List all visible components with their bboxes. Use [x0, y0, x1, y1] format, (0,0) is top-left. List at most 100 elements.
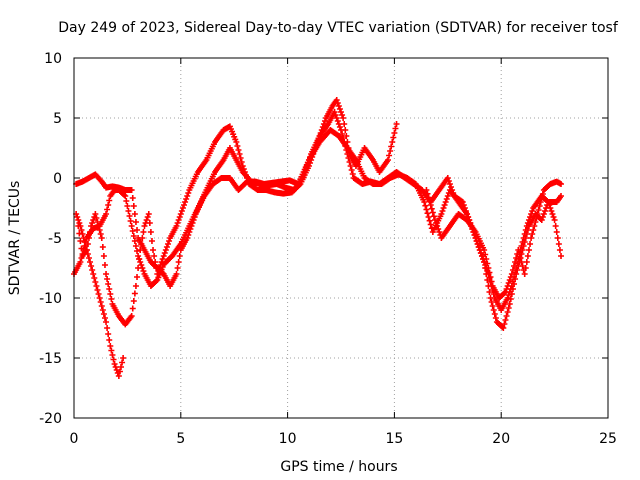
data-point [336, 124, 343, 130]
data-point [440, 205, 447, 211]
data-point [338, 109, 344, 115]
data-point [77, 238, 84, 244]
data-point [120, 355, 127, 361]
data-point [552, 223, 559, 229]
data-point [107, 343, 114, 349]
data-point [502, 317, 509, 323]
data-point [126, 213, 133, 219]
data-point [558, 181, 565, 187]
data-point [503, 286, 510, 292]
data-point [173, 271, 180, 277]
data-point [488, 299, 495, 305]
data-point [491, 311, 498, 317]
data-point [179, 205, 186, 211]
data-point [446, 181, 453, 187]
data-point [108, 347, 115, 354]
data-point [485, 265, 492, 271]
data-point [388, 143, 395, 150]
data-point [524, 253, 531, 259]
data-point [237, 155, 244, 161]
data-point [387, 148, 394, 154]
data-point [431, 217, 438, 223]
data-point [236, 151, 243, 157]
data-point [77, 259, 84, 265]
data-point [134, 274, 141, 280]
data-point [115, 373, 122, 379]
data-point [525, 247, 532, 253]
data-point [98, 303, 105, 309]
data-point [190, 217, 197, 223]
data-point [104, 325, 111, 331]
data-point [384, 157, 391, 163]
data-point [555, 241, 562, 247]
data-point [233, 139, 240, 145]
data-point [234, 143, 241, 149]
data-point [127, 218, 134, 224]
data-point [101, 262, 108, 268]
data-point [482, 251, 489, 258]
data-point [150, 247, 157, 253]
data-point [425, 214, 432, 220]
data-point [505, 305, 512, 311]
data-point [434, 223, 441, 229]
data-point [108, 296, 115, 302]
data-point [509, 267, 516, 273]
data-point [106, 286, 113, 292]
data-point [429, 209, 436, 216]
data-points [71, 97, 565, 379]
data-point [97, 231, 104, 237]
data-point [148, 238, 155, 244]
data-point [188, 223, 195, 229]
chart-title: Day 249 of 2023, Sidereal Day-to-day VTE… [58, 20, 619, 36]
data-point [521, 239, 528, 245]
data-point [82, 239, 89, 245]
data-point [93, 215, 100, 221]
data-point [79, 251, 86, 257]
data-point [540, 211, 547, 217]
data-point [509, 286, 516, 292]
data-point [507, 296, 514, 302]
x-axis-label: GPS time / hours [280, 459, 397, 475]
data-point [543, 205, 550, 211]
data-point [548, 208, 555, 214]
data-point [333, 97, 340, 103]
data-point [95, 291, 102, 297]
data-point [121, 192, 128, 198]
data-point [107, 291, 114, 297]
data-point [145, 211, 152, 217]
data-point [517, 255, 524, 261]
data-point [74, 214, 81, 220]
y-tick-label: 5 [53, 111, 62, 127]
data-point [335, 121, 342, 127]
data-point [483, 256, 490, 262]
data-point [106, 337, 113, 343]
data-point [96, 295, 103, 301]
data-point [117, 364, 124, 370]
data-point [131, 211, 138, 217]
data-point [506, 277, 513, 283]
data-point [106, 197, 113, 204]
y-tick-label: -10 [39, 291, 62, 307]
data-point [558, 253, 565, 259]
data-point [504, 283, 511, 289]
data-point [508, 271, 515, 277]
data-point [502, 289, 509, 295]
data-point [163, 244, 170, 250]
data-point [506, 301, 513, 307]
data-point [524, 227, 531, 233]
data-point [484, 277, 491, 283]
y-axis-label: SDTVAR / TECUs [7, 181, 23, 296]
data-point [90, 217, 97, 223]
series-track-1 [73, 211, 127, 379]
data-point [534, 211, 541, 217]
data-point [423, 206, 430, 213]
data-point [529, 231, 536, 237]
data-point [184, 193, 191, 199]
data-point [141, 223, 148, 229]
data-point [549, 211, 556, 217]
data-point [235, 147, 242, 153]
data-point [349, 171, 356, 177]
data-point [508, 291, 515, 297]
data-point [518, 259, 525, 265]
data-point [175, 259, 182, 265]
